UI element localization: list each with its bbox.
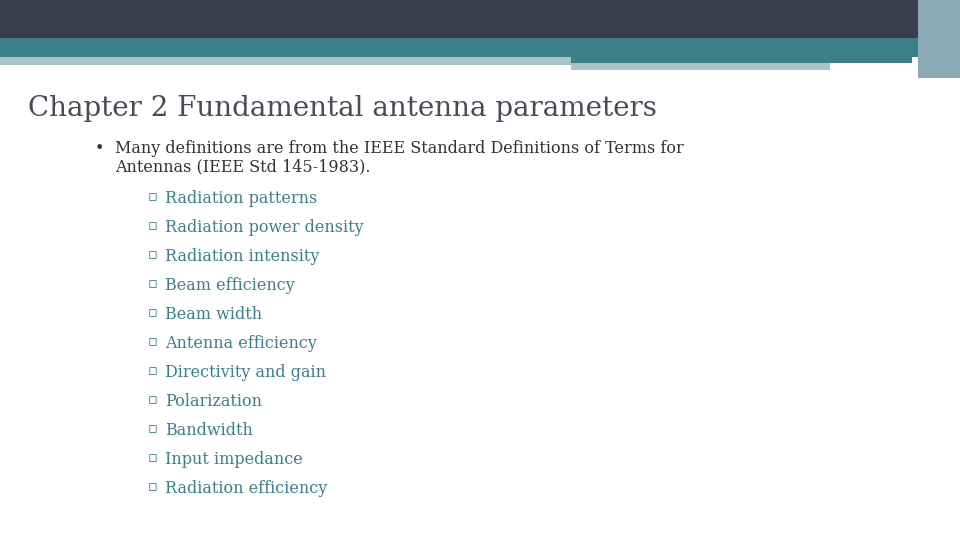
Text: Polarization: Polarization [165, 393, 262, 410]
Text: Beam efficiency: Beam efficiency [165, 277, 295, 294]
Text: ▫: ▫ [148, 219, 157, 233]
Text: Directivity and gain: Directivity and gain [165, 364, 326, 381]
Text: Beam width: Beam width [165, 306, 262, 323]
Text: Radiation patterns: Radiation patterns [165, 190, 317, 207]
Text: ▫: ▫ [148, 277, 157, 291]
Text: Radiation power density: Radiation power density [165, 219, 364, 236]
Text: Antenna efficiency: Antenna efficiency [165, 335, 317, 352]
Text: Radiation efficiency: Radiation efficiency [165, 480, 327, 497]
Text: Radiation intensity: Radiation intensity [165, 248, 320, 265]
Text: ▫: ▫ [148, 422, 157, 436]
Text: ▫: ▫ [148, 364, 157, 378]
Text: ▫: ▫ [148, 335, 157, 349]
Text: •: • [95, 140, 105, 157]
Text: ▫: ▫ [148, 451, 157, 465]
Text: ▫: ▫ [148, 190, 157, 204]
Text: Antennas (IEEE Std 145-1983).: Antennas (IEEE Std 145-1983). [115, 158, 371, 175]
Text: ▫: ▫ [148, 306, 157, 320]
Text: Bandwidth: Bandwidth [165, 422, 252, 439]
Text: ▫: ▫ [148, 393, 157, 407]
Text: Many definitions are from the IEEE Standard Definitions of Terms for: Many definitions are from the IEEE Stand… [115, 140, 684, 157]
Text: Chapter 2 Fundamental antenna parameters: Chapter 2 Fundamental antenna parameters [28, 95, 657, 122]
Text: ▫: ▫ [148, 248, 157, 262]
Text: Input impedance: Input impedance [165, 451, 302, 468]
Text: ▫: ▫ [148, 480, 157, 494]
